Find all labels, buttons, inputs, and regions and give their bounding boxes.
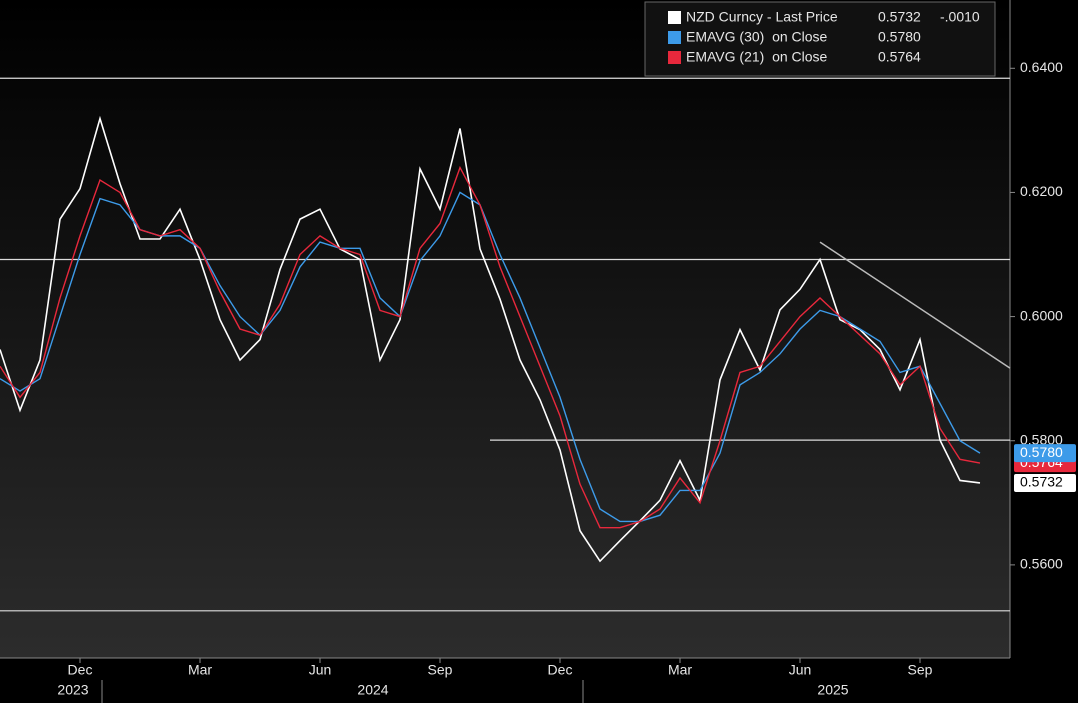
trend-line [819, 241, 1011, 369]
y-tick-label: 0.5600 [1020, 556, 1063, 572]
y-tick-label: 0.6400 [1020, 59, 1063, 75]
x-tick-label: Jun [789, 662, 812, 678]
series-line [0, 191, 981, 523]
last-value-badge [1014, 473, 1076, 492]
x-tick-label: Sep [908, 662, 933, 678]
year-label: 2024 [357, 682, 388, 698]
last-value-label: 0.5732 [1020, 474, 1063, 490]
series-line [0, 115, 981, 563]
x-tick-label: Dec [548, 662, 573, 678]
legend-swatch [668, 11, 681, 24]
legend-swatch [668, 51, 681, 64]
legend-box [644, 1, 996, 77]
plot-background [0, 0, 1010, 658]
x-tick-label: Jun [309, 662, 332, 678]
x-tick-label: Dec [68, 662, 93, 678]
last-value-label: 0.5780 [1020, 444, 1063, 460]
x-tick-label: Mar [188, 662, 212, 678]
x-tick-label: Mar [668, 662, 692, 678]
y-tick-label: 0.5800 [1020, 431, 1063, 447]
legend-value: 0.5732 [878, 9, 921, 25]
year-label: 2025 [817, 682, 848, 698]
legend-swatch [668, 31, 681, 44]
legend-name: EMAVG (21) on Close [686, 49, 828, 65]
series-line [0, 165, 981, 529]
legend-name: NZD Curncy - Last Price [686, 9, 838, 25]
y-tick-label: 0.6200 [1020, 183, 1063, 199]
x-tick-label: Sep [428, 662, 453, 678]
legend-name: EMAVG (30) on Close [686, 29, 828, 45]
legend-value: 0.5780 [878, 29, 921, 45]
last-value-badge [1014, 444, 1076, 463]
legend-value: 0.5764 [878, 49, 921, 65]
y-tick-label: 0.6000 [1020, 307, 1063, 323]
year-label: 2023 [57, 682, 88, 698]
legend: NZD Curncy - Last Price 0.5732 -.0010 EMAVG… [644, 1, 996, 77]
legend-change: -.0010 [940, 9, 980, 25]
